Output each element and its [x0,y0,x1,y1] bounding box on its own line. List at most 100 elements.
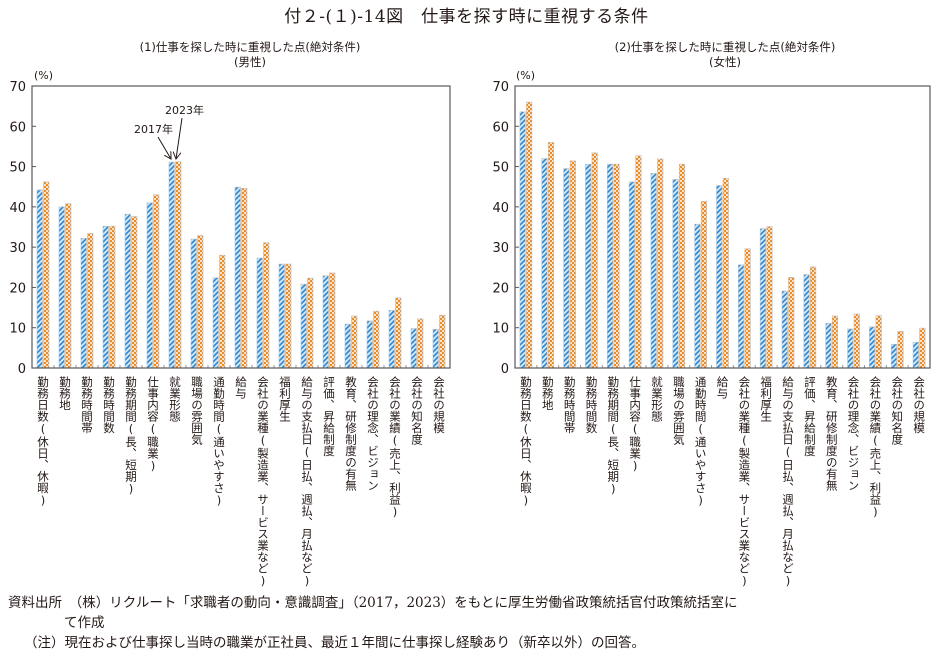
left-category-label: 勤務期間(長、短期) [124,376,138,496]
left-bar-2017 [124,213,131,369]
left-bar-2017 [432,329,439,369]
right-bar-2017 [650,173,657,369]
right-category-label: 勤務時間数 [584,376,598,434]
right-y-tick-label: 10 [492,322,509,337]
left-bar-2023 [109,225,116,369]
right-category-label: 勤務地 [541,376,555,411]
right-bar-2017 [759,228,766,369]
left-bar-2017 [146,202,153,369]
left-y-tick-label: 20 [9,281,26,296]
right-category-label: 勤務日数(休日、休暇) [519,376,533,508]
left-category-label: 勤務時間数 [102,376,116,434]
right-y-tick-label: 50 [492,161,509,176]
right-bar-2017 [672,179,679,369]
left-category-label: 会社の業種(製造業、サービス業など) [256,376,270,588]
left-bar-2017 [256,257,263,369]
left-bar-2023 [285,263,292,369]
right-category-label: 会社の知名度 [890,376,904,446]
source-note-line1: 資料出所 （株）リクルート「求職者の動向・意識調査」（2017，2023）をもと… [8,595,738,611]
left-bar-2023 [241,188,248,369]
left-plot-border [31,85,451,369]
right-category-label: 通勤時間(通いやすさ) [694,376,708,508]
left-bar-2017 [58,206,65,369]
left-bar-2017 [300,283,307,369]
left-bar-2017 [212,277,219,369]
right-category-label: 教育、研修制度の有無 [825,375,839,492]
left-bar-2017 [322,275,329,369]
right-bar-2023 [853,313,860,369]
right-bar-2017 [890,343,898,369]
left-category-label: 会社の理念、ビジョン [366,376,380,491]
left-category-label: 会社の業績(売上、利益) [388,376,402,519]
left-chart-title: (1)仕事を探した時に重視した点(絶対条件) [139,40,361,54]
right-bar-2023 [919,327,926,369]
left-category-label: 職場の雰囲気 [190,376,204,446]
right-bar-2023 [569,160,576,369]
left-category-label: 仕事内容(職業) [146,376,160,473]
right-category-labels: 勤務日数(休日、休暇) 勤務地 勤務時間帯 勤務時間数 勤務期間(長、短期) 仕事内容(職… [519,365,926,588]
right-category-label: 勤務時間帯 [563,376,577,434]
right-category-label: 福利厚生 [759,375,773,422]
left-bar-2017 [278,263,285,369]
left-y-tick-label: 10 [9,322,26,337]
left-bar-2017 [36,189,43,369]
left-category-label: 会社の規模 [432,376,446,434]
right-bar-2023 [526,101,533,369]
left-category-label: 会社の知名度 [410,376,424,446]
left-bar-2023 [329,272,336,369]
left-bar-2023 [43,181,50,369]
right-y-tick-label: 70 [492,80,509,95]
right-category-label: 給与 [716,375,730,399]
left-category-label: 給与の支払日(日払、週払、月払など) [300,375,314,588]
left-bar-2023 [131,216,138,369]
right-y-unit-label: (%) [516,69,535,82]
right-bar-2017 [803,274,810,369]
left-bar-2023 [439,314,446,369]
right-bar-2017 [541,158,548,369]
left-bar-2023 [197,235,204,369]
left-bar-2017 [168,161,175,369]
right-chart-subtitle: (女性) [709,55,741,69]
right-bar-2023 [810,266,817,369]
right-bar-2023 [679,163,686,369]
left-category-label: 就業形態 [168,375,182,422]
right-bar-2023 [613,163,620,369]
right-y-tick-label: 30 [492,241,509,256]
left-bar-2023 [153,194,160,369]
right-y-tick-label: 20 [492,281,509,296]
right-bar-2023 [766,226,773,369]
annotation-arrow-2017 [157,136,171,159]
right-bar-2023 [897,331,904,369]
right-bar-2023 [657,158,664,369]
right-bar-2017 [519,111,526,369]
left-category-labels: 勤務日数(休日、休暇) 勤務地 勤務時間帯 勤務時間数 勤務期間(長、短期) 仕事内容(職… [36,365,446,588]
annotation-2023: 2023年 [165,103,204,117]
annotation-2017: 2017年 [134,122,173,136]
left-chart-title-block: (1)仕事を探した時に重視した点(絶対条件) (男性) [60,40,440,70]
left-bar-2017 [344,323,351,369]
right-bar-2017 [847,328,854,369]
right-category-label: 会社の理念、ビジョン [847,376,861,491]
left-bar-2023 [263,242,270,369]
left-bar-2023 [307,277,314,369]
left-category-label: 評価、昇給制度 [322,375,336,457]
left-category-label: 通勤時間(通いやすさ) [212,376,226,508]
left-category-label: 勤務時間帯 [80,376,94,434]
series-annotations: 2023年 2017年 [134,103,204,159]
left-y-unit-label: (%) [34,69,53,82]
right-category-label: 評価、昇給制度 [803,375,817,457]
right-bar-2017 [606,163,614,369]
right-bar-2023 [875,315,882,369]
left-bar-2023 [417,318,424,369]
right-category-label: 給与の支払日(日払、週払、月払など) [781,375,795,588]
right-bar-2023 [700,200,707,369]
right-chart: (%) 010203040506070 勤務日数(休日、休暇) 勤務地 勤務時間帯勤… [492,69,931,588]
right-bar-2023 [722,177,729,369]
right-bar-2017 [738,264,745,369]
left-bar-2017 [102,225,109,369]
left-bar-2017 [234,186,241,369]
left-bar-2023 [373,310,380,369]
right-bar-2017 [563,168,570,369]
left-y-tick-label: 50 [9,161,26,176]
left-y-tick-label: 60 [9,120,26,135]
